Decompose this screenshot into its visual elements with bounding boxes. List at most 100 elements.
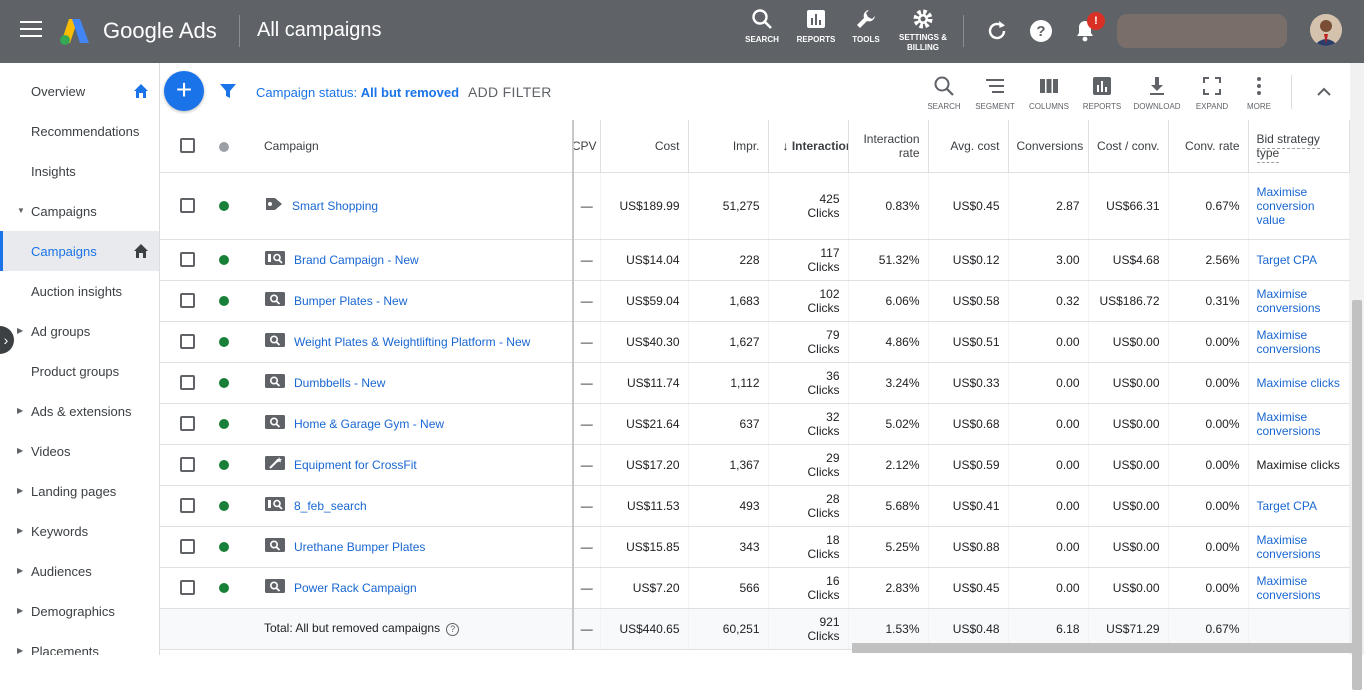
sidebar-collapse-button[interactable]: ›	[0, 326, 14, 354]
filter-icon[interactable]	[219, 82, 237, 100]
status-enabled-dot-icon[interactable]	[219, 460, 229, 471]
sidebar-item-campaigns[interactable]: Campaigns	[0, 231, 159, 271]
toolbar-more-button[interactable]: MORE	[1241, 75, 1277, 112]
sidebar-item-demographics[interactable]: ▶ Demographics	[0, 591, 159, 631]
header-tools-button[interactable]: TOOLS	[848, 8, 884, 45]
header-search-button[interactable]: SEARCH	[742, 8, 782, 45]
table-row[interactable]: 8_feb_search — US$11.53 493 28 Clicks 5.68% US$…	[160, 485, 1350, 527]
status-enabled-dot-icon[interactable]	[219, 419, 229, 430]
table-row[interactable]: Urethane Bumper Plates — US$15.85 343 18 Clic…	[160, 526, 1350, 568]
status-enabled-dot-icon[interactable]	[219, 583, 229, 594]
bid-strategy-value[interactable]: Maximise conversions	[1256, 573, 1321, 602]
bid-strategy-value[interactable]: Maximise conversions	[1256, 327, 1321, 356]
table-row[interactable]: Weight Plates & Weightlifting Platform -…	[160, 321, 1350, 363]
row-checkbox[interactable]	[180, 580, 195, 596]
bid-strategy-value[interactable]: Maximise conversions	[1256, 532, 1321, 561]
sidebar-item-overview[interactable]: Overview	[0, 71, 159, 111]
column-header-bid-strategy[interactable]: Bid strategy type	[1248, 120, 1350, 173]
column-header-avg-cost[interactable]: Avg. cost	[928, 120, 1009, 173]
column-header-interactions[interactable]: ↓ Interactions	[768, 120, 849, 173]
table-row[interactable]: Equipment for CrossFit — US$17.20 1,367 29 Cl…	[160, 444, 1350, 486]
column-header-cpv[interactable]: CPV	[573, 120, 601, 173]
campaign-name-link[interactable]: Bumper Plates - New	[294, 293, 408, 308]
avatar[interactable]	[1310, 14, 1342, 46]
column-header-conv-rate[interactable]: Conv. rate	[1168, 120, 1249, 173]
help-circle-icon[interactable]: ?	[446, 622, 460, 636]
row-checkbox[interactable]	[180, 539, 195, 555]
row-checkbox[interactable]	[180, 293, 195, 309]
table-row[interactable]: Bumper Plates - New — US$59.04 1,683 102 Clic…	[160, 280, 1350, 322]
sidebar-item-auction-insights[interactable]: Auction insights	[0, 271, 159, 311]
table-row[interactable]: Smart Shopping — US$189.99 51,275 425 Clicks 0…	[160, 172, 1350, 240]
table-row[interactable]: Dumbbells - New — US$11.74 1,112 36 Clicks 3.2…	[160, 362, 1350, 404]
status-enabled-dot-icon[interactable]	[219, 501, 229, 512]
column-header-campaign[interactable]: Campaign	[248, 120, 574, 173]
select-all-checkbox[interactable]	[180, 138, 195, 154]
account-info[interactable]	[1117, 14, 1287, 48]
toolbar-columns-button[interactable]: COLUMNS	[1026, 75, 1072, 112]
row-checkbox[interactable]	[180, 252, 195, 268]
campaign-name-link[interactable]: Power Rack Campaign	[294, 580, 417, 595]
sidebar-item-recommendations[interactable]: Recommendations	[0, 111, 159, 151]
status-enabled-dot-icon[interactable]	[219, 542, 229, 553]
sidebar-item-audiences[interactable]: ▶ Audiences	[0, 551, 159, 591]
table-row[interactable]: Home & Garage Gym - New — US$21.64 637 32 Cli…	[160, 403, 1350, 445]
status-enabled-dot-icon[interactable]	[219, 255, 229, 266]
bid-strategy-value[interactable]: Target CPA	[1256, 252, 1317, 267]
bid-strategy-value[interactable]: Maximise conversions	[1256, 286, 1321, 315]
sidebar-item-landing-pages[interactable]: ▶ Landing pages	[0, 471, 159, 511]
row-checkbox[interactable]	[180, 334, 195, 350]
column-header-conversions[interactable]: Conversions	[1008, 120, 1089, 173]
row-checkbox[interactable]	[180, 416, 195, 432]
horizontal-scrollbar-thumb[interactable]	[852, 643, 1352, 653]
row-checkbox[interactable]	[180, 198, 195, 214]
vertical-scrollbar-thumb[interactable]	[1352, 300, 1362, 690]
campaign-status-filter[interactable]: Campaign status: All but removed	[256, 85, 459, 100]
bid-strategy-value[interactable]: Maximise conversions	[1256, 409, 1321, 438]
status-enabled-dot-icon[interactable]	[219, 296, 229, 307]
menu-icon[interactable]	[20, 21, 42, 39]
header-reports-button[interactable]: REPORTS	[793, 8, 839, 45]
status-enabled-dot-icon[interactable]	[219, 378, 229, 389]
help-icon[interactable]: ?	[1029, 17, 1053, 45]
campaign-name-link[interactable]: Weight Plates & Weightlifting Platform -…	[294, 334, 531, 349]
chevron-up-icon[interactable]	[1315, 83, 1333, 101]
column-header-cost[interactable]: Cost	[600, 120, 689, 173]
status-enabled-dot-icon[interactable]	[219, 337, 229, 348]
bid-strategy-value[interactable]: Maximise clicks	[1256, 375, 1340, 390]
toolbar-reports-button[interactable]: REPORTS	[1079, 75, 1125, 112]
sidebar-item-placements[interactable]: ▶ Placements	[0, 631, 159, 655]
refresh-icon[interactable]	[985, 17, 1009, 45]
campaign-name-link[interactable]: 8_feb_search	[294, 498, 367, 513]
column-header-impr[interactable]: Impr.	[688, 120, 769, 173]
sidebar-item-videos[interactable]: ▶ Videos	[0, 431, 159, 471]
campaign-name-link[interactable]: Dumbbells - New	[294, 375, 386, 390]
campaign-name-link[interactable]: Home & Garage Gym - New	[294, 416, 445, 431]
toolbar-download-button[interactable]: DOWNLOAD	[1132, 75, 1182, 112]
sidebar-item-keywords[interactable]: ▶ Keywords	[0, 511, 159, 551]
sidebar-item-ads-extensions[interactable]: ▶ Ads & extensions	[0, 391, 159, 431]
row-checkbox[interactable]	[180, 375, 195, 391]
sidebar-item-product-groups[interactable]: Product groups	[0, 351, 159, 391]
bid-strategy-value[interactable]: Maximise conversion value	[1256, 184, 1315, 227]
campaign-name-link[interactable]: Urethane Bumper Plates	[294, 539, 426, 554]
row-checkbox[interactable]	[180, 498, 195, 514]
column-header-cost-conv[interactable]: Cost / conv.	[1088, 120, 1169, 173]
header-settings-button[interactable]: SETTINGS & BILLING	[895, 8, 951, 53]
sidebar-item-ad-groups[interactable]: ▶ Ad groups	[0, 311, 159, 351]
toolbar-search-button[interactable]: SEARCH	[924, 75, 964, 112]
toolbar-segment-button[interactable]: SEGMENT	[972, 75, 1018, 112]
campaign-name-link[interactable]: Brand Campaign - New	[294, 252, 419, 267]
add-filter-button[interactable]: ADD FILTER	[468, 84, 552, 100]
row-checkbox[interactable]	[180, 457, 195, 473]
add-campaign-button[interactable]: +	[164, 71, 204, 111]
sidebar-item-campaigns-group[interactable]: ▼ Campaigns	[0, 191, 159, 231]
status-enabled-dot-icon[interactable]	[219, 201, 229, 212]
table-row[interactable]: Power Rack Campaign — US$7.20 566 16 Clicks 2.…	[160, 567, 1350, 609]
table-row[interactable]: Brand Campaign - New — US$14.04 228 117 Click…	[160, 239, 1350, 281]
column-header-interaction-rate[interactable]: Interaction rate	[848, 120, 929, 173]
toolbar-expand-button[interactable]: EXPAND	[1191, 75, 1233, 112]
campaign-name-link[interactable]: Equipment for CrossFit	[294, 457, 417, 472]
vertical-scrollbar[interactable]	[1350, 63, 1364, 690]
bid-strategy-value[interactable]: Target CPA	[1256, 498, 1317, 513]
